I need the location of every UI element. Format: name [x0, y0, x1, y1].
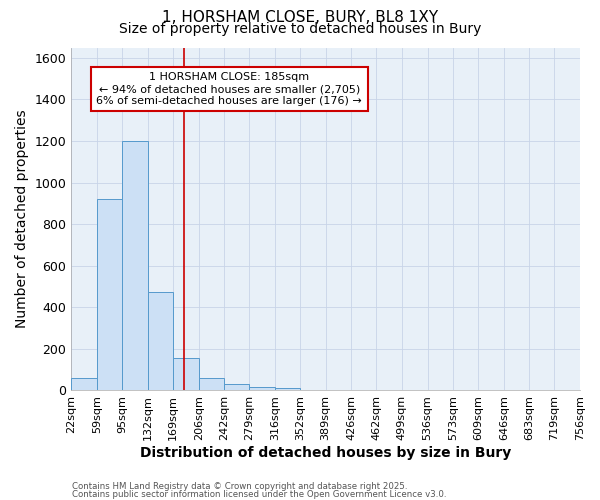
- Bar: [148, 292, 173, 390]
- X-axis label: Distribution of detached houses by size in Bury: Distribution of detached houses by size …: [140, 446, 511, 460]
- Bar: [199, 378, 224, 390]
- Y-axis label: Number of detached properties: Number of detached properties: [15, 110, 29, 328]
- Bar: [122, 141, 148, 390]
- Text: 1, HORSHAM CLOSE, BURY, BL8 1XY: 1, HORSHAM CLOSE, BURY, BL8 1XY: [162, 10, 438, 25]
- Bar: [71, 378, 97, 390]
- Bar: [224, 384, 250, 390]
- Bar: [97, 199, 122, 390]
- Text: 1 HORSHAM CLOSE: 185sqm
← 94% of detached houses are smaller (2,705)
6% of semi-: 1 HORSHAM CLOSE: 185sqm ← 94% of detache…: [97, 72, 362, 106]
- Text: Contains public sector information licensed under the Open Government Licence v3: Contains public sector information licen…: [72, 490, 446, 499]
- Text: Size of property relative to detached houses in Bury: Size of property relative to detached ho…: [119, 22, 481, 36]
- Text: Contains HM Land Registry data © Crown copyright and database right 2025.: Contains HM Land Registry data © Crown c…: [72, 482, 407, 491]
- Bar: [173, 358, 199, 390]
- Bar: [250, 388, 275, 390]
- Bar: [275, 388, 300, 390]
